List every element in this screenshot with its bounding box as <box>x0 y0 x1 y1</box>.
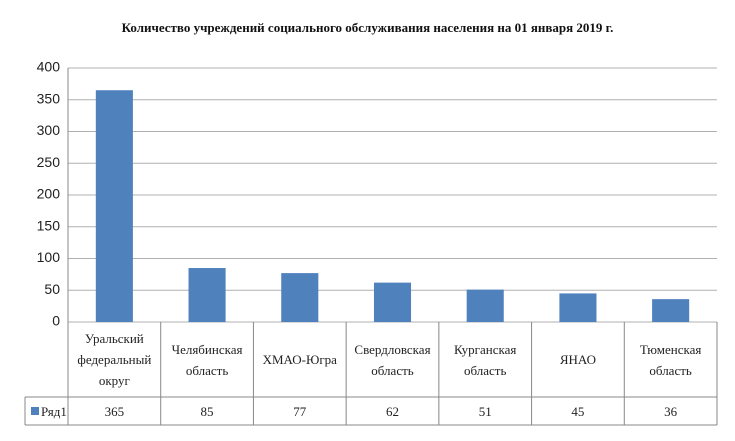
data-table-value: 45 <box>571 403 585 419</box>
bar <box>281 273 319 322</box>
data-table-value: 51 <box>478 403 492 419</box>
y-tick-label: 400 <box>37 59 61 75</box>
y-tick-label: 0 <box>52 313 60 329</box>
data-table-value: 85 <box>200 403 214 419</box>
y-tick-label: 100 <box>37 249 61 265</box>
bar <box>188 268 226 322</box>
x-tick-label: ХМАО-Югра <box>262 352 337 367</box>
bar <box>95 90 133 322</box>
bar <box>559 293 597 322</box>
bar <box>373 282 412 322</box>
x-tick-label: Свердловская область <box>354 341 431 378</box>
x-tick-label: Курганская область <box>453 341 517 378</box>
bar <box>466 289 504 322</box>
data-table-value: 365 <box>104 403 125 419</box>
y-tick-label: 300 <box>37 122 61 138</box>
x-tick-label: Уральский федеральный округ <box>77 331 152 388</box>
y-tick-label: 150 <box>37 217 61 233</box>
x-tick-label: ЯНАО <box>559 352 597 367</box>
y-tick-label: 50 <box>44 281 60 297</box>
y-tick-label: 250 <box>37 154 61 170</box>
data-table-value: 77 <box>293 403 307 419</box>
chart-title: Количество учреждений социального обслуж… <box>121 20 614 35</box>
legend-label: Ряд1 <box>41 403 67 419</box>
bar <box>652 299 690 322</box>
y-tick-label: 350 <box>37 90 61 106</box>
legend-swatch <box>31 407 39 415</box>
x-tick-label: Челябинская область <box>171 341 243 378</box>
data-table-value: 62 <box>385 403 399 419</box>
data-table-value: 36 <box>664 403 678 419</box>
y-tick-label: 200 <box>37 186 61 202</box>
x-tick-label: Тюменская область <box>639 341 702 378</box>
